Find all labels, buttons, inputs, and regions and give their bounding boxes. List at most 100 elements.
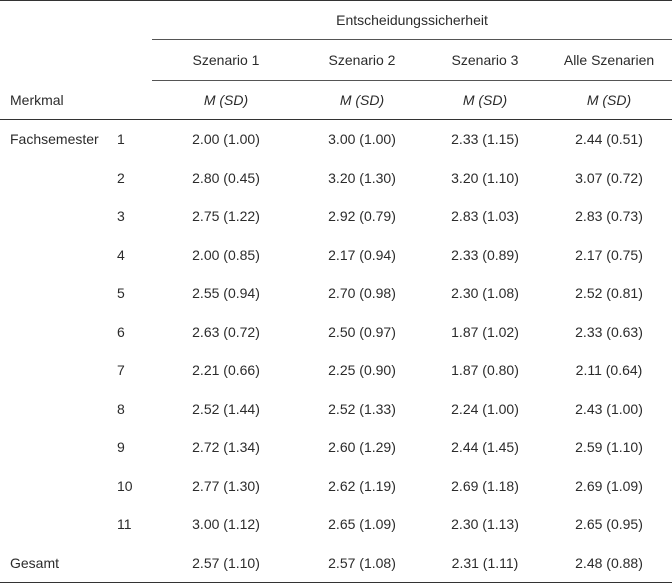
semester-cell: 7 [117, 362, 125, 379]
scenario-3-cell: 2.83 (1.03) [451, 208, 519, 225]
semester-cell: 11 [117, 516, 132, 533]
scenario-2-cell: 2.60 (1.29) [328, 439, 396, 456]
scenario-2-cell: 3.20 (1.30) [328, 169, 396, 186]
scenario-3-cell: 2.33 (1.15) [451, 131, 519, 148]
scenario-2-cell: 2.52 (1.33) [328, 400, 396, 417]
scenario-3-cell: 2.33 (0.89) [451, 246, 519, 263]
feature-cell [0, 159, 110, 198]
scenario-3-cell: 2.24 (1.00) [451, 400, 519, 417]
scenario-2-cell: 2.62 (1.19) [328, 477, 396, 494]
header-corner-spacer [0, 40, 152, 81]
group-header-row: Entscheidungssicherheit [0, 0, 672, 40]
feature-cell [0, 390, 110, 429]
scenario-1-cell: 2.57 (1.10) [152, 543, 300, 583]
all-scenarios-cell: 2.65 (0.95) [575, 516, 643, 533]
scenario-3-cell: 2.31 (1.11) [424, 543, 546, 583]
scenario-3-cell: 2.44 (1.45) [451, 439, 519, 456]
semester-cell: 8 [117, 400, 125, 417]
semester-cell: 4 [117, 246, 125, 263]
table-row: 7 2.21 (0.66) 2.25 (0.90) 1.87 (0.80) 2.… [0, 351, 672, 390]
scenario-1-cell: 2.75 (1.22) [192, 208, 260, 225]
semester-cell: 10 [117, 477, 133, 494]
scenario-1-cell: 2.21 (0.66) [192, 362, 260, 379]
all-scenarios-cell: 3.07 (0.72) [575, 169, 643, 186]
table-row: 10 2.77 (1.30) 2.62 (1.19) 2.69 (1.18) 2… [0, 467, 672, 506]
table-row: 6 2.63 (0.72) 2.50 (0.97) 1.87 (1.02) 2.… [0, 313, 672, 352]
table-header: Entscheidungssicherheit Szenario 1 Szena… [0, 0, 672, 120]
feature-cell [0, 274, 110, 313]
group-header-decision-certainty: Entscheidungssicherheit [152, 0, 672, 40]
table-row: 8 2.52 (1.44) 2.52 (1.33) 2.24 (1.00) 2.… [0, 390, 672, 429]
scenario-1-cell: 2.00 (0.85) [192, 246, 260, 263]
stat-header-scenario-2: M (SD) [300, 80, 424, 120]
semester-cell: 3 [117, 208, 125, 225]
table-row: Fachsemester 1 2.00 (1.00) 3.00 (1.00) 2… [0, 120, 672, 159]
table-row: 2 2.80 (0.45) 3.20 (1.30) 3.20 (1.10) 3.… [0, 159, 672, 198]
scenario-3-cell: 2.69 (1.18) [451, 477, 519, 494]
semester-cell: 9 [117, 439, 125, 456]
scenario-3-cell: 2.30 (1.08) [451, 285, 519, 302]
scenario-1-cell: 2.00 (1.00) [192, 131, 260, 148]
all-scenarios-cell: 2.11 (0.64) [575, 362, 643, 379]
feature-cell [0, 313, 110, 352]
scenario-3-cell: 3.20 (1.10) [451, 169, 519, 186]
stat-header-scenario-1: M (SD) [152, 80, 300, 120]
feature-cell [0, 428, 110, 467]
scenario-2-cell: 2.70 (0.98) [328, 285, 396, 302]
all-scenarios-cell: 2.83 (0.73) [575, 208, 643, 225]
all-scenarios-cell: 2.17 (0.75) [575, 246, 643, 263]
scenario-1-cell: 3.00 (1.12) [192, 516, 260, 533]
all-scenarios-cell: 2.43 (1.00) [575, 400, 643, 417]
feature-cell: Fachsemester [10, 131, 99, 148]
scenario-2-cell: 2.65 (1.09) [328, 516, 396, 533]
table-row: 3 2.75 (1.22) 2.92 (0.79) 2.83 (1.03) 2.… [0, 197, 672, 236]
scenario-2-cell: 2.25 (0.90) [328, 362, 396, 379]
scenario-1-cell: 2.77 (1.30) [192, 477, 260, 494]
semester-cell: 2 [117, 169, 125, 186]
scenario-2-cell: 2.50 (0.97) [328, 323, 396, 340]
all-scenarios-cell: 2.44 (0.51) [575, 131, 643, 148]
total-row: Gesamt 2.57 (1.10) 2.57 (1.08) 2.31 (1.1… [0, 543, 672, 583]
scenario-2-cell: 2.17 (0.94) [328, 246, 396, 263]
table-row: 5 2.55 (0.94) 2.70 (0.98) 2.30 (1.08) 2.… [0, 274, 672, 313]
scenario-2-cell: 2.92 (0.79) [328, 208, 396, 225]
scenario-3-cell: 1.87 (0.80) [451, 362, 519, 379]
feature-cell [0, 351, 110, 390]
semester-cell: 6 [117, 323, 125, 340]
scenario-3-cell: 2.30 (1.13) [451, 516, 519, 533]
scenario-1-cell: 2.63 (0.72) [192, 323, 260, 340]
feature-cell [0, 197, 110, 236]
column-header-all-scenarios: Alle Szenarien [546, 39, 672, 81]
semester-cell: 1 [117, 131, 125, 148]
scenario-1-cell: 2.80 (0.45) [192, 169, 260, 186]
feature-cell [0, 467, 110, 506]
all-scenarios-cell: 2.33 (0.63) [575, 323, 643, 340]
total-label: Gesamt [0, 543, 110, 583]
stat-header-all-scenarios: M (SD) [546, 80, 672, 120]
stat-header-scenario-3: M (SD) [424, 80, 546, 120]
feature-cell [0, 236, 110, 275]
all-scenarios-cell: 2.48 (0.88) [546, 543, 672, 583]
scenario-1-cell: 2.52 (1.44) [192, 400, 260, 417]
stat-header-row: Merkmal M (SD) M (SD) M (SD) M (SD) [0, 80, 672, 120]
scenario-1-cell: 2.72 (1.34) [192, 439, 260, 456]
feature-cell [0, 505, 110, 544]
header-corner [0, 0, 152, 40]
table-row: 11 3.00 (1.12) 2.65 (1.09) 2.30 (1.13) 2… [0, 505, 672, 544]
scenario-3-cell: 1.87 (1.02) [451, 323, 519, 340]
scenario-header-row: Szenario 1 Szenario 2 Szenario 3 Alle Sz… [0, 39, 672, 81]
column-header-scenario-3: Szenario 3 [424, 39, 546, 81]
all-scenarios-cell: 2.59 (1.10) [575, 439, 643, 456]
table-body: Fachsemester 1 2.00 (1.00) 3.00 (1.00) 2… [0, 120, 672, 583]
scenario-2-cell: 2.57 (1.08) [300, 543, 424, 583]
all-scenarios-cell: 2.69 (1.09) [575, 477, 643, 494]
semester-cell: 5 [117, 285, 125, 302]
column-header-feature: Merkmal [0, 80, 152, 120]
scenario-2-cell: 3.00 (1.00) [328, 131, 396, 148]
scenario-1-cell: 2.55 (0.94) [192, 285, 260, 302]
column-header-scenario-1: Szenario 1 [152, 39, 300, 81]
all-scenarios-cell: 2.52 (0.81) [575, 285, 643, 302]
table-row: 9 2.72 (1.34) 2.60 (1.29) 2.44 (1.45) 2.… [0, 428, 672, 467]
